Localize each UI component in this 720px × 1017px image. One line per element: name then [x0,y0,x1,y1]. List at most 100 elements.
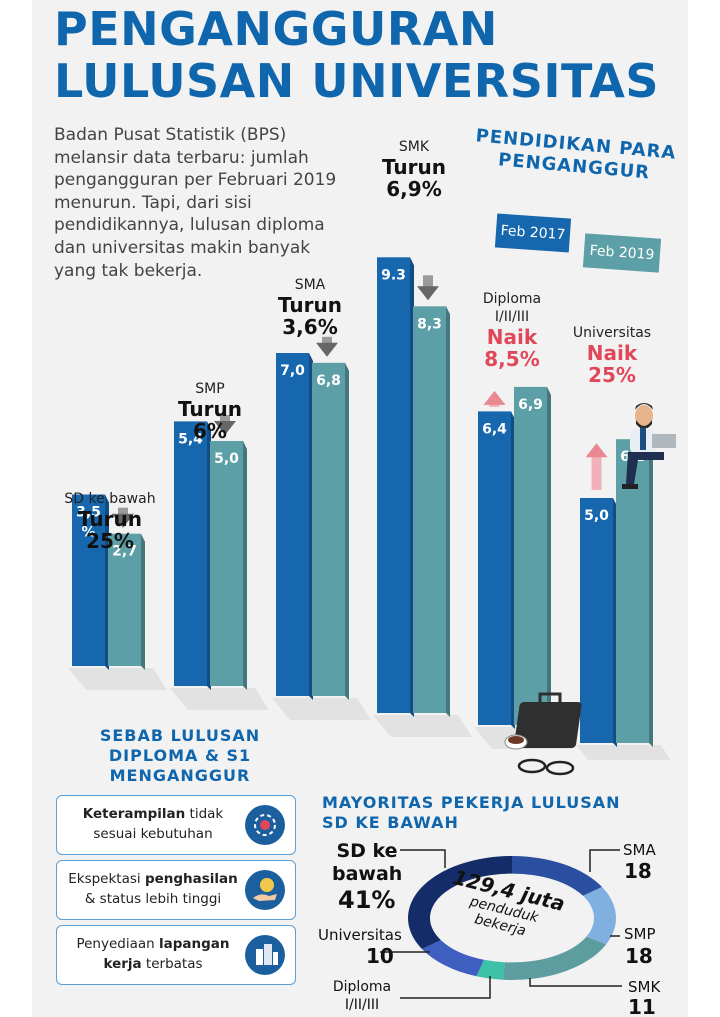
group-name: SMP [195,381,225,397]
donut-title: MAYORITAS PEKERJA LULUSAN SD KE BAWAH [322,793,621,832]
donut-leader-line [529,978,622,987]
bar-feb2019-universitas [616,439,649,743]
group-change-verb: Turun [277,293,343,317]
bar-feb2019-diploma-i-ii-iii [514,386,547,725]
group-change-verb: Turun [177,397,243,421]
briefcase-illustration [504,692,582,776]
bar-floor-shadow [68,668,167,690]
arrow-down-stem [220,415,230,423]
money-hand-icon [245,870,285,910]
group-name: SMK [398,139,430,155]
bar-value-label: 8,3 [417,316,442,332]
reason-text-1: Keterampilan tidak sesuai kebutuhan [82,806,224,842]
donut-leader-line [400,976,491,999]
group-change-pct: 3,6% [282,315,338,339]
donut-segment-smp [583,887,616,945]
group-change-pct: 25% [588,363,636,387]
group-change-pct: 6% [193,419,227,443]
bar-floor-shadow [170,688,269,710]
bar-feb2019-smp [210,441,243,686]
bar-feb2017-sma [276,353,309,696]
group-change-verb: Naik [486,325,538,349]
bar-feb2017-universitas [580,498,613,743]
buildings-icon [245,935,285,975]
group-name: SD ke bawah [64,491,156,507]
arrow-down-stem [118,507,128,516]
donut-label-sma: SMA [623,841,656,859]
arrow-down-icon [214,421,236,435]
donut-value-sma: 18 [624,859,652,883]
group-label-diploma-i-ii-iii: Diploma I/II/III Naik 8,5% [452,290,572,370]
donut-segment-diploma-i-ii-iii [476,959,505,980]
bar-feb2019-smk [413,306,446,713]
bar-value-label: 6,9 [518,397,543,413]
bar-side-feb2019 [446,306,450,717]
bar-side-feb2019 [141,533,145,670]
group-change-pct: 6,9% [386,177,442,201]
donut-label-smk: SMK [628,978,661,996]
bar-floor-shadow [272,698,371,720]
donut-segment-smk [502,936,607,981]
donut-label-diploma: Diploma I/II/III [332,979,392,1013]
reasons-title: SEBAB LULUSAN DIPLOMA & S1 MENGANGGUR [99,726,261,785]
bar-side-feb2019 [243,441,247,690]
group-label-sd-ke-bawah: SD ke bawah Turun 25% [50,490,170,552]
donut-leader-line [589,849,620,872]
bar-side-feb2019 [345,362,349,700]
group-change-pct: 8,5% [484,347,540,371]
arrow-down-icon [417,286,439,301]
donut-value-smp: 18 [625,944,653,968]
bar-value-label: 2,7 [112,544,137,560]
bar-value-label: 6,8 [316,373,341,389]
group-label-sma: SMA Turun 3,6% [250,276,370,338]
arrow-down-stem [423,275,433,289]
donut-value-universitas: 10 [366,944,394,968]
bar-feb2019-sd-ke-bawah [108,533,141,666]
donut-segment-universitas [421,940,484,977]
reason-card-2: Ekspektasi penghasilan & status lebih tin… [56,860,296,920]
group-name: Universitas [572,325,652,341]
title-line-2: LULUSAN UNIVERSITAS [54,54,659,108]
bar-feb2017-smk [377,257,410,713]
bar-side-feb2019 [547,386,551,729]
bar-feb2017-smp [174,421,207,686]
bar-floor-shadow [373,715,472,737]
group-label-smp: SMP Turun 6% [150,380,270,442]
bar-feb2019-sma [312,362,345,696]
bar-feb2017-diploma-i-ii-iii [478,411,511,725]
arrow-up-icon [483,390,506,405]
reason-text-2: Ekspektasi penghasilan & status lebih tin… [68,871,238,907]
group-name: Diploma I/II/III [482,291,542,325]
group-change-verb: Turun [77,507,143,531]
bar-value-label: 5,0 [584,508,609,524]
bar-chart: 3,5%2,75,45,07,06,89.38,36,46,95,06,2 [68,257,671,760]
bar-value-label: 6,4 [482,421,507,437]
reason-text-3: Penyediaan lapangan kerja terbatas [76,936,230,972]
arrow-down-stem [322,336,332,345]
group-change-verb: Naik [586,341,638,365]
person-laptop-illustration [622,403,676,489]
bar-value-label: % [81,525,95,541]
skill-gear-icon [245,805,285,845]
bar-feb2017-sd-ke-bawah [72,494,105,666]
donut-label-sd: SD ke bawah [332,840,403,885]
donut-value-smk: 11 [628,995,656,1017]
group-label-universitas: Universitas Naik 25% [552,324,672,386]
bar-value-label: 3,5 [76,505,101,521]
bar-value-label: 7,0 [280,363,305,379]
bar-value-label: 9.3 [381,267,406,283]
reason-card-1: Keterampilan tidak sesuai kebutuhan [56,795,296,855]
arrow-down-icon [112,513,134,528]
arrow-up-icon [585,443,608,458]
bar-value-label: 5,4 [178,431,203,447]
title-line-1: PENGANGGURAN [54,2,498,56]
group-name: SMA [294,277,326,293]
donut-label-universitas: Universitas [318,926,402,944]
bar-floor-shadow [576,745,671,760]
arrow-up-stem [591,455,602,490]
bar-side-feb2019 [649,439,653,747]
arrow-down-icon [316,342,338,357]
donut-segment-sma [512,856,603,896]
